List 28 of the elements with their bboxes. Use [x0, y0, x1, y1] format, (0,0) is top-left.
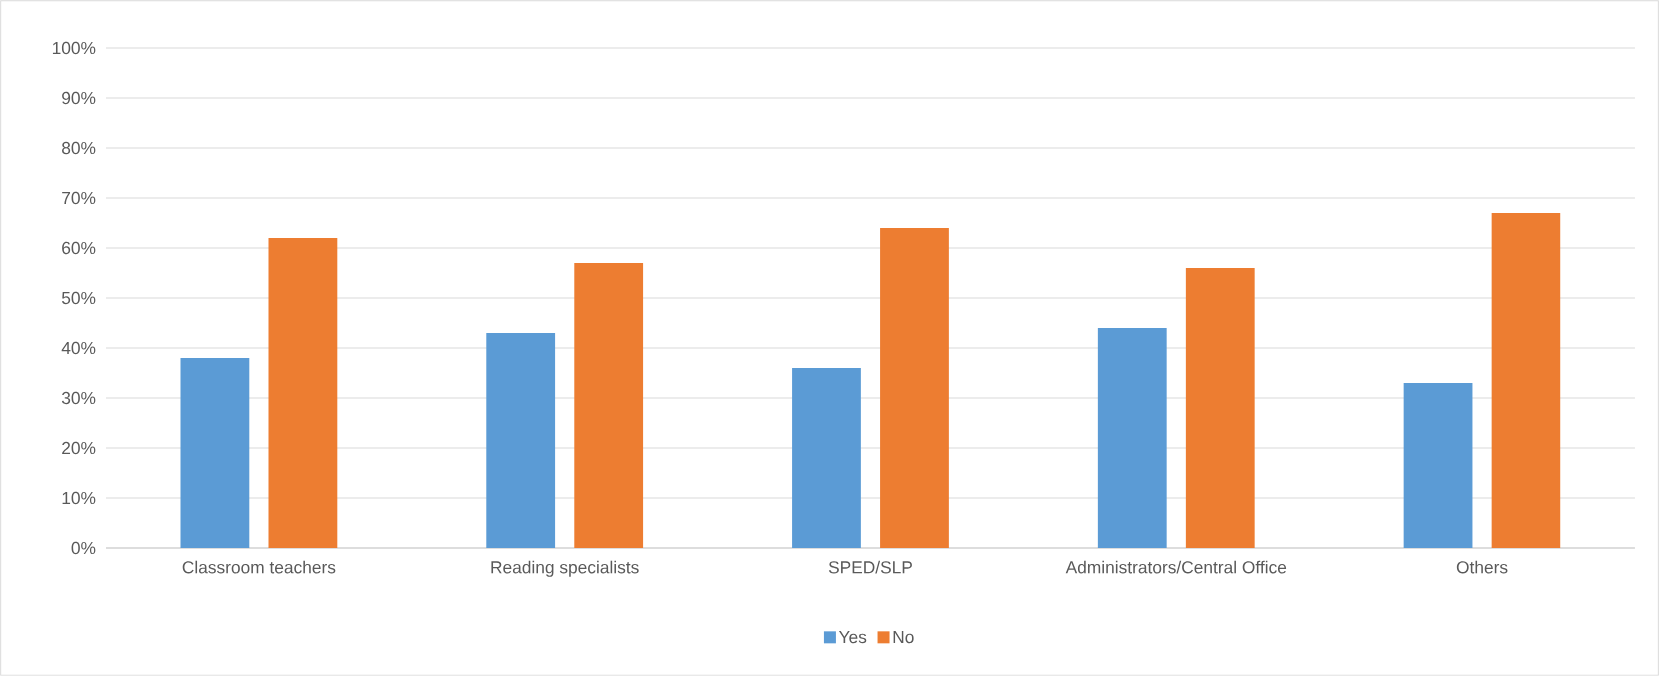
y-tick-label: 20% — [62, 441, 96, 455]
y-tick-label: 90% — [62, 91, 96, 105]
y-tick-label: 10% — [62, 491, 96, 505]
y-tick-label: 30% — [61, 391, 96, 405]
y-tick-label: 70% — [62, 191, 96, 205]
bar — [1097, 328, 1167, 548]
x-tick-label: Classroom teachers — [182, 560, 336, 574]
x-tick-label: SPED/SLP — [828, 560, 912, 574]
y-tick-label: 0% — [71, 541, 96, 555]
y-tick-label: 80% — [62, 141, 96, 155]
bar — [268, 238, 338, 548]
x-tick-label: Administrators/Central Office — [1065, 560, 1287, 574]
bar — [1185, 268, 1255, 548]
x-tick-label: Reading specialists — [491, 560, 639, 577]
y-tick-label: 100% — [52, 41, 96, 55]
legend-label: No — [893, 631, 914, 644]
bar — [1403, 383, 1473, 548]
bar — [574, 263, 644, 548]
bar — [792, 368, 861, 548]
y-tick-label: 40% — [61, 341, 96, 355]
bar — [1491, 213, 1561, 548]
bar — [486, 333, 556, 548]
bar — [880, 228, 949, 548]
y-tick-label: 60% — [62, 241, 96, 255]
y-tick-label: 50% — [61, 291, 96, 305]
x-tick-label: Others — [1456, 560, 1508, 574]
bar — [180, 358, 250, 548]
legend-label: Yes — [838, 631, 867, 644]
